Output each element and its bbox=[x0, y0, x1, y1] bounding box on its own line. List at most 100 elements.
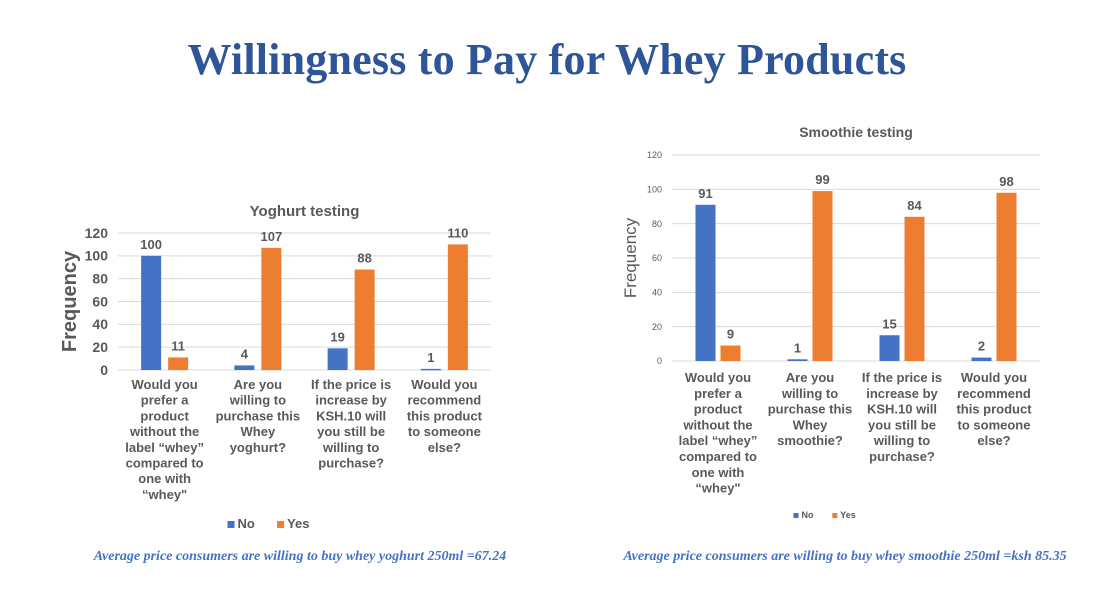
y-tick-label: 0 bbox=[100, 362, 108, 378]
x-category-label-line: this product bbox=[956, 402, 1032, 417]
bar-no bbox=[420, 368, 441, 371]
x-category-label-line: purchase? bbox=[318, 456, 384, 471]
x-category-label-line: label “whey” bbox=[125, 440, 204, 455]
legend-swatch-no bbox=[227, 521, 235, 528]
y-axis-label: Frequency bbox=[621, 217, 640, 298]
x-category-label-line: without the bbox=[682, 417, 752, 432]
legend-label-no: No bbox=[802, 510, 814, 520]
smoothie-average-price-note: Average price consumers are willing to b… bbox=[623, 549, 1067, 564]
x-category-label-line: purchase? bbox=[869, 449, 935, 464]
y-tick-label: 80 bbox=[92, 271, 108, 287]
x-category-label-line: product bbox=[140, 408, 189, 423]
data-label: 91 bbox=[698, 186, 712, 201]
bar-no bbox=[234, 365, 255, 370]
x-category-label-line: Whey bbox=[241, 424, 276, 439]
chart-title: Smoothie testing bbox=[799, 124, 913, 140]
x-category-label-line: to someone bbox=[958, 417, 1031, 432]
data-label: 100 bbox=[140, 237, 162, 252]
y-tick-label: 80 bbox=[652, 219, 662, 229]
data-label: 1 bbox=[427, 350, 434, 365]
x-category-label-line: recommend bbox=[408, 393, 482, 408]
x-category-label: Would you prefer a product without the label… bbox=[125, 377, 204, 502]
y-tick-label: 100 bbox=[647, 184, 662, 194]
legend-label-yes: Yes bbox=[840, 510, 856, 520]
data-label: 11 bbox=[171, 338, 185, 353]
bar-no bbox=[787, 359, 808, 361]
legend-label-no: No bbox=[238, 516, 255, 531]
x-category-label: Would you recommend this product to someone… bbox=[956, 370, 1032, 448]
x-category-label: Are you willing to purchase this Whey yoghur… bbox=[216, 377, 301, 455]
y-tick-label: 20 bbox=[652, 322, 662, 332]
data-label: 19 bbox=[330, 329, 344, 344]
y-tick-label: 100 bbox=[85, 248, 109, 264]
bar-yes bbox=[261, 247, 282, 370]
x-category-label-line: label “whey” bbox=[679, 433, 758, 448]
data-label: 9 bbox=[727, 327, 734, 342]
y-tick-label: 40 bbox=[92, 316, 108, 332]
x-category-label-line: “whey" bbox=[695, 481, 740, 496]
bar-no bbox=[971, 357, 992, 361]
y-tick-label: 60 bbox=[652, 253, 662, 263]
x-category-label-line: you still be bbox=[317, 424, 385, 439]
bar-yes bbox=[354, 269, 375, 370]
x-category-label-line: Would you bbox=[411, 377, 477, 392]
bar-yes bbox=[720, 345, 741, 361]
x-category-label-line: this product bbox=[407, 408, 483, 423]
bar-yes bbox=[904, 216, 925, 361]
x-category-label-line: one with bbox=[692, 465, 745, 480]
x-category-label-line: If the price is bbox=[311, 377, 391, 392]
bar-no bbox=[879, 335, 900, 361]
x-category-label-line: yoghurt? bbox=[230, 440, 286, 455]
x-category-label-line: one with bbox=[138, 471, 191, 486]
chart-title: Yoghurt testing bbox=[250, 203, 360, 220]
legend-swatch-no bbox=[793, 513, 799, 518]
x-category-label: Are you willing to purchase this Whey smooth… bbox=[768, 370, 853, 448]
x-category-label-line: Whey bbox=[793, 417, 828, 432]
x-category-label-line: purchase this bbox=[216, 408, 301, 423]
x-category-label: If the price is increase by KSH.10 will you… bbox=[311, 377, 391, 471]
x-category-label-line: product bbox=[694, 402, 743, 417]
x-category-label-line: purchase this bbox=[768, 402, 853, 417]
x-category-label-line: prefer a bbox=[694, 386, 742, 401]
x-category-label-line: increase by bbox=[866, 386, 938, 401]
x-category-label-line: Would you bbox=[685, 370, 751, 385]
data-label: 1 bbox=[794, 340, 801, 355]
x-category-label: Would you prefer a product without the label… bbox=[679, 370, 758, 496]
legend-swatch-yes bbox=[277, 521, 285, 528]
x-category-label-line: willing to bbox=[322, 440, 379, 455]
data-label: 98 bbox=[999, 174, 1013, 189]
data-label: 15 bbox=[882, 316, 896, 331]
data-label: 107 bbox=[261, 229, 283, 244]
y-tick-label: 120 bbox=[85, 225, 109, 241]
x-category-label-line: willing to bbox=[229, 393, 286, 408]
bar-yes bbox=[168, 357, 189, 370]
x-category-label-line: recommend bbox=[957, 386, 1031, 401]
x-category-label-line: compared to bbox=[126, 456, 204, 471]
x-category-label: Would you recommend this product to someone… bbox=[407, 377, 483, 455]
page-title: Willingness to Pay for Whey Products bbox=[187, 35, 907, 84]
x-category-label-line: else? bbox=[428, 440, 461, 455]
y-tick-label: 120 bbox=[647, 150, 662, 160]
legend-label-yes: Yes bbox=[287, 516, 309, 531]
legend-swatch-yes bbox=[832, 513, 838, 518]
x-category-label-line: KSH.10 will bbox=[316, 408, 386, 423]
x-category-label-line: “whey" bbox=[142, 487, 187, 502]
data-label: 110 bbox=[447, 225, 468, 240]
x-category-label-line: you still be bbox=[868, 417, 936, 432]
x-category-label-line: Would you bbox=[132, 377, 198, 392]
x-category-label-line: smoothie? bbox=[777, 433, 843, 448]
y-tick-label: 0 bbox=[657, 356, 662, 366]
yoghurt-average-price-note: Average price consumers are willing to b… bbox=[93, 549, 507, 564]
x-category-label-line: If the price is bbox=[862, 370, 942, 385]
x-category-label-line: willing to bbox=[781, 386, 838, 401]
bar-no bbox=[695, 204, 716, 361]
y-tick-label: 40 bbox=[652, 287, 662, 297]
data-label: 84 bbox=[907, 198, 922, 213]
x-category-label-line: Would you bbox=[961, 370, 1027, 385]
bar-yes bbox=[447, 244, 468, 370]
x-category-label-line: prefer a bbox=[141, 393, 189, 408]
x-category-label: If the price is increase by KSH.10 will you… bbox=[862, 370, 942, 464]
x-category-label-line: compared to bbox=[679, 449, 757, 464]
bar-no bbox=[327, 348, 348, 370]
